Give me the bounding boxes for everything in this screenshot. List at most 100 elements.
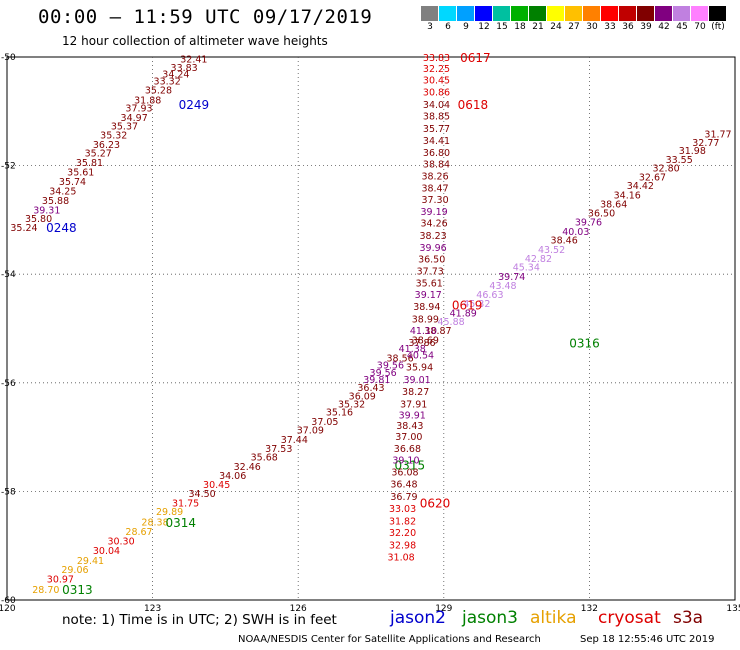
- color-scale-label: 21: [532, 22, 544, 32]
- wave-height-value: 39.01: [404, 375, 431, 386]
- wave-height-value: 35.74: [59, 177, 86, 188]
- wave-height-value: 39.56: [370, 368, 397, 379]
- credit-line: NOAA/NESDIS Center for Satellite Applica…: [238, 634, 541, 645]
- wave-height-value: 38.56: [387, 353, 414, 364]
- wave-height-value: 35.80: [25, 214, 52, 225]
- y-tick-label: -60: [1, 596, 16, 606]
- wave-height-value: 32.41: [180, 55, 207, 66]
- color-scale-swatch: [709, 6, 727, 21]
- wave-height-value: 46.63: [476, 290, 503, 301]
- color-scale-label: 9: [463, 22, 469, 32]
- color-scale-swatch: [421, 6, 439, 21]
- wave-height-value: 40.03: [562, 227, 589, 238]
- wave-height-value: 34.06: [219, 471, 246, 482]
- wave-height-value: 30.04: [93, 546, 120, 557]
- wave-height-value: 38.84: [423, 160, 450, 171]
- y-tick-label: -52: [1, 162, 16, 172]
- color-scale-swatch: [583, 6, 601, 21]
- wave-height-value: 37.86: [408, 338, 435, 349]
- wave-height-value: 37.91: [400, 400, 427, 411]
- wave-height-value: 36.09: [349, 391, 376, 402]
- wave-height-value: 30.45: [423, 75, 450, 86]
- wave-height-value: 35.37: [111, 122, 138, 133]
- wave-height-value: 29.89: [156, 507, 183, 518]
- wave-height-value: 45.34: [513, 263, 540, 274]
- pass-time-label: 0618: [458, 98, 489, 112]
- pass-time-label: 0249: [179, 98, 210, 112]
- wave-height-value: 39.96: [420, 243, 447, 254]
- wave-height-value: 32.46: [234, 462, 261, 473]
- wave-height-value: 34.97: [121, 113, 148, 124]
- pass-time-label: 0316: [569, 337, 600, 351]
- wave-height-value: 34.42: [627, 181, 654, 192]
- color-scale-label: 27: [568, 22, 580, 32]
- pass-time-label: 0248: [46, 221, 77, 235]
- wave-height-value: 32.77: [692, 138, 719, 149]
- color-scale-label: 33: [604, 22, 616, 32]
- wave-height-value: 38.46: [551, 236, 578, 247]
- wave-height-value: 35.68: [251, 453, 278, 464]
- wave-height-value: 31.77: [704, 130, 731, 141]
- wave-height-value: 34.26: [420, 219, 447, 230]
- wave-height-value: 39.74: [498, 272, 525, 283]
- wave-height-value: 36.08: [391, 467, 418, 478]
- color-scale-swatch: [439, 6, 457, 21]
- wave-height-value: 34.41: [423, 136, 450, 147]
- wave-height-value: 34.50: [189, 489, 216, 500]
- wave-height-value: 39.91: [399, 410, 426, 421]
- wave-height-value: 41.38: [399, 344, 426, 355]
- x-tick-label: 132: [581, 604, 598, 614]
- wave-height-value: 34.25: [49, 187, 76, 198]
- color-scale-swatch: [529, 6, 547, 21]
- wave-height-value: 28.70: [32, 585, 59, 596]
- x-tick-label: 135: [726, 604, 740, 614]
- wave-height-value: 38.27: [402, 387, 429, 398]
- wave-height-value: 39.56: [377, 360, 404, 371]
- color-scale-bar: [421, 6, 727, 21]
- wave-height-value: 29.41: [77, 556, 104, 567]
- wave-height-value: 41.89: [450, 308, 477, 319]
- wave-height-value: 36.68: [394, 444, 421, 455]
- wave-height-value: 35.32: [100, 131, 127, 142]
- wave-height-value: 35.24: [10, 223, 37, 234]
- wave-height-value: 39.81: [363, 375, 390, 386]
- wave-height-value: 30.30: [107, 536, 134, 547]
- wave-height-value: 30.86: [423, 87, 450, 98]
- color-scale-labels: 3 6 9 12 15 18 21 24 27 30 33 36 39 42 45 70 (ft): [421, 22, 727, 32]
- wave-height-value: 36.50: [418, 255, 445, 266]
- wave-height-value: 29.06: [61, 565, 88, 576]
- wave-height-value: 39.76: [575, 218, 602, 229]
- color-scale-swatch: [475, 6, 493, 21]
- legend-entry-jason2: jason2: [390, 608, 446, 628]
- legend-entry-s3a: s3a: [673, 608, 704, 628]
- pass-time-label: 0620: [420, 496, 451, 510]
- wave-height-value: 34.24: [162, 69, 189, 80]
- wave-height-value: 33.83: [423, 53, 450, 64]
- wave-height-value: 35.94: [406, 363, 433, 374]
- color-scale-swatch: [673, 6, 691, 21]
- wave-height-value: 36.50: [588, 208, 615, 219]
- color-scale-label: 12: [478, 22, 490, 32]
- wave-height-value: 36.48: [390, 479, 417, 490]
- wave-height-value: 28.67: [125, 527, 152, 538]
- wave-height-value: 38.26: [421, 171, 448, 182]
- wave-height-value: 34.16: [614, 190, 641, 201]
- color-scale-label: (ft): [711, 22, 725, 32]
- pass-time-label: 0313: [62, 583, 93, 597]
- wave-height-value: 34.04: [423, 100, 450, 111]
- generated-timestamp: Sep 18 12:55:46 UTC 2019: [580, 634, 715, 645]
- color-scale-swatch: [619, 6, 637, 21]
- wave-height-value: 35.61: [67, 168, 94, 179]
- wave-height-value: 38.47: [421, 183, 448, 194]
- wave-height-value: 36.23: [93, 140, 120, 151]
- wave-height-value: 37.44: [281, 435, 308, 446]
- wave-height-value: 32.67: [639, 173, 666, 184]
- wave-height-value: 37.30: [421, 195, 448, 206]
- wave-height-value: 38.85: [423, 112, 450, 123]
- wave-height-value: 37.93: [125, 104, 152, 115]
- wave-height-value: 38.43: [396, 421, 423, 432]
- wave-height-value: 37.05: [311, 417, 338, 428]
- wave-height-value: 35.28: [145, 86, 172, 97]
- wave-height-value: 37.09: [297, 426, 324, 437]
- color-scale-label: 3: [427, 22, 433, 32]
